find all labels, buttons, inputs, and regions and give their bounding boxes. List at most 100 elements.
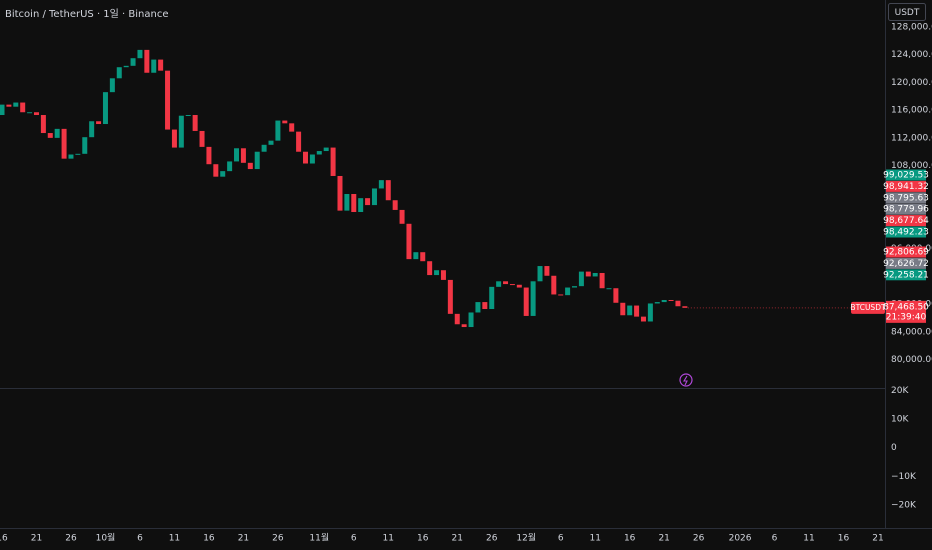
candle-body	[503, 281, 509, 285]
candle-body	[454, 313, 460, 325]
x-tick-label: 16	[0, 534, 8, 544]
alert-bolt[interactable]	[683, 375, 688, 386]
x-tick-label: 6	[772, 534, 778, 544]
x-tick-label: 16	[417, 534, 429, 544]
candle-body	[330, 147, 336, 176]
candle-body	[509, 284, 515, 286]
candle-body	[661, 300, 667, 303]
x-tick-label: 16	[624, 534, 636, 544]
candle-body	[171, 129, 177, 148]
y-tick-label: 108,000.00	[891, 161, 932, 171]
price-label-box	[886, 246, 926, 258]
candle-body	[627, 305, 633, 316]
candle-body	[89, 121, 95, 138]
candle-body	[378, 180, 384, 189]
price-label: 92,258.21	[883, 270, 929, 280]
x-tick-label: 16	[838, 534, 850, 544]
candle-body	[606, 288, 612, 290]
candle-body	[33, 112, 39, 116]
candle-body	[558, 294, 564, 296]
x-tick-label: 21	[238, 534, 249, 544]
symbol-label: BTCUSDT	[850, 303, 886, 312]
candle-body	[323, 147, 329, 152]
candle-body	[151, 59, 157, 73]
candle-body	[75, 153, 81, 155]
currency-label[interactable]: USDT	[895, 8, 920, 18]
candle-body	[102, 92, 108, 125]
candle-body	[420, 252, 426, 262]
candle-body	[0, 104, 5, 116]
price-label-box	[886, 180, 926, 192]
y-tick-label: 112,000.00	[891, 133, 932, 143]
currency-button[interactable]	[888, 3, 926, 21]
candle-body	[192, 115, 198, 131]
candle-body	[634, 305, 640, 317]
candle-body	[544, 266, 550, 276]
price-label: 92,626.72	[883, 259, 929, 269]
price-label: 98,779.96	[883, 205, 929, 215]
x-tick-label: 21	[872, 534, 883, 544]
x-tick-label: 21	[452, 534, 463, 544]
x-tick-label: 6	[558, 534, 564, 544]
x-tick-label: 12월	[516, 532, 536, 544]
candle-body	[530, 281, 536, 316]
candle-body	[82, 137, 88, 154]
x-tick-label: 21	[658, 534, 669, 544]
candle-body	[96, 121, 102, 125]
candle-body	[247, 162, 253, 170]
x-tick-label: 6	[351, 534, 357, 544]
candle-body	[406, 223, 412, 260]
candle-body	[268, 140, 274, 145]
candle-body	[68, 154, 74, 159]
x-tick-label: 11	[169, 534, 180, 544]
price-label-box	[886, 215, 926, 227]
x-tick-label: 11	[589, 534, 600, 544]
candle-body	[468, 312, 474, 328]
y-tick-label: 116,000.00	[891, 106, 932, 116]
alert-icon[interactable]	[679, 373, 693, 387]
candle-body	[516, 284, 522, 288]
y-tick-label: 120,000.00	[891, 78, 932, 88]
x-tick-label: 2026	[729, 534, 752, 544]
x-tick-label: 11	[383, 534, 394, 544]
y2-tick-label: 20K	[891, 386, 909, 396]
candle-body	[261, 144, 267, 152]
candle-body	[447, 279, 453, 314]
x-tick-label: 21	[31, 534, 42, 544]
candle-body	[427, 261, 433, 276]
price-label: 98,677.64	[883, 216, 929, 226]
last-price-tag	[886, 300, 926, 323]
y-tick-label: 124,000.00	[891, 50, 932, 60]
candle-body	[316, 151, 322, 155]
candle-body	[289, 123, 295, 132]
candle-body	[351, 194, 357, 213]
candle-body	[296, 131, 302, 152]
y-tick-label: 84,000.00	[891, 327, 932, 337]
chart-title: Bitcoin / TetherUS · 1일 · Binance	[5, 8, 169, 20]
x-tick-label: 26	[272, 534, 284, 544]
candle-body	[40, 115, 46, 134]
candle-body	[234, 148, 240, 162]
candle-body	[434, 270, 440, 276]
candle-body	[130, 58, 136, 66]
candle-body	[585, 271, 591, 277]
candle-body	[178, 115, 184, 148]
candle-body	[275, 120, 281, 141]
candle-body	[599, 272, 605, 289]
candle-body	[592, 272, 598, 277]
alert-circle[interactable]	[679, 373, 693, 387]
candle-body	[572, 286, 578, 288]
y2-tick-label: −20K	[891, 500, 917, 510]
candle-body	[20, 102, 26, 113]
candle-body	[489, 286, 495, 310]
candle-body	[61, 128, 67, 159]
y-tick-label: 128,000.00	[891, 23, 932, 33]
candle-body	[682, 306, 688, 308]
candle-body	[206, 146, 212, 165]
price-label-box	[886, 257, 926, 269]
candle-body	[668, 300, 674, 302]
candle-body	[240, 148, 246, 163]
candle-body	[27, 112, 33, 114]
